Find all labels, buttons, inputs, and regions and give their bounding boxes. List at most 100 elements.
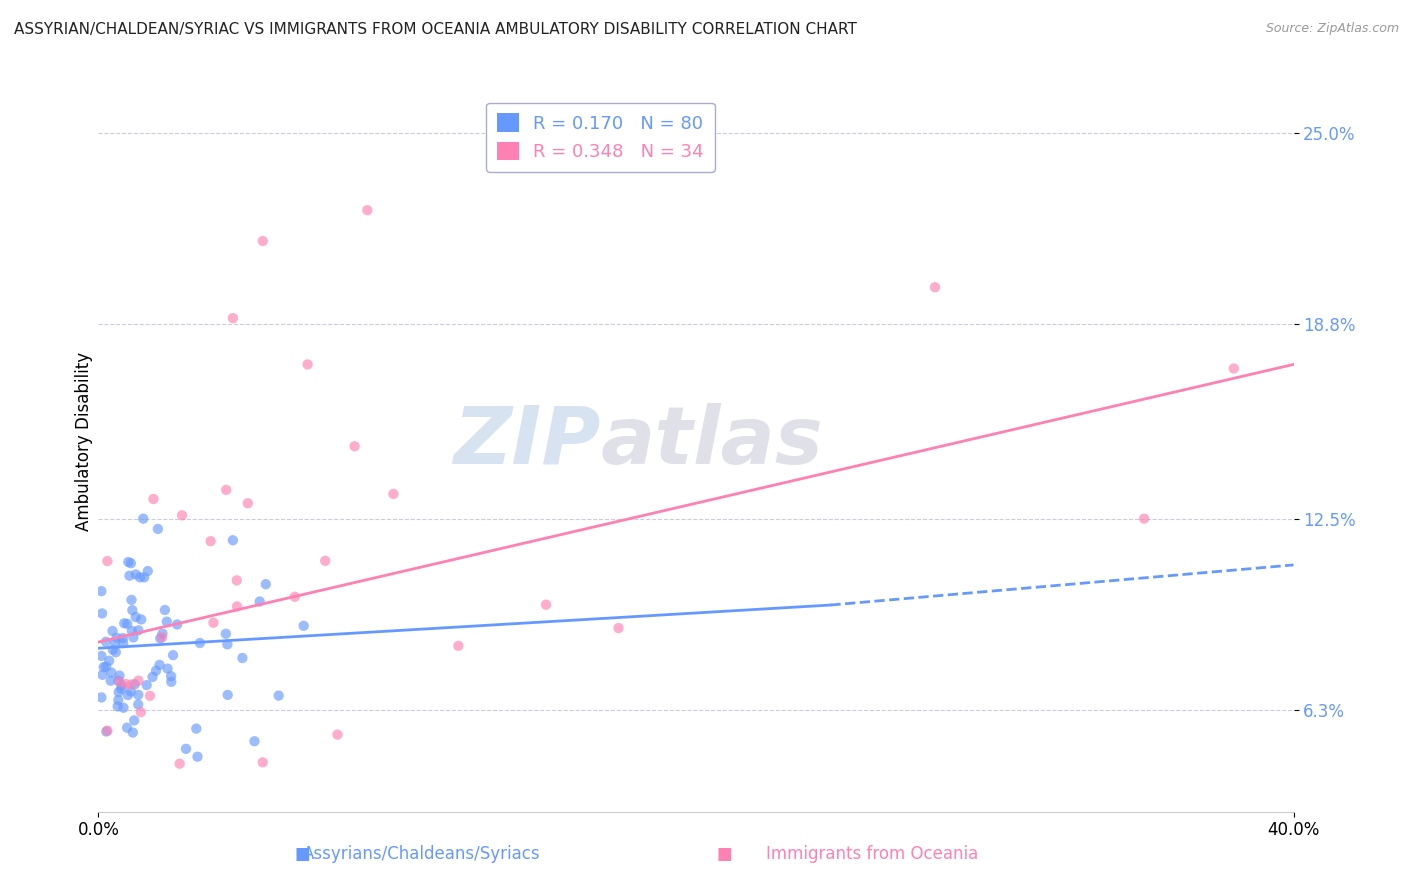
Point	[1133, 511, 1156, 525]
Point	[231, 651, 253, 665]
Point	[142, 491, 165, 506]
Point	[152, 626, 174, 640]
Point	[117, 616, 139, 631]
Point	[90, 690, 112, 705]
Point	[148, 657, 170, 672]
Point	[249, 594, 271, 608]
Point	[122, 631, 145, 645]
Point	[236, 496, 259, 510]
Point	[127, 688, 149, 702]
Point	[96, 723, 118, 738]
Point	[112, 700, 135, 714]
Point	[127, 673, 149, 688]
Legend: R = 0.170   N = 80, R = 0.348   N = 34: R = 0.170 N = 80, R = 0.348 N = 34	[486, 103, 714, 172]
Point	[124, 677, 146, 691]
Point	[104, 635, 127, 649]
Point	[121, 593, 143, 607]
Point	[121, 603, 143, 617]
Text: ■: ■	[294, 846, 311, 863]
Point	[170, 508, 193, 523]
Point	[217, 688, 239, 702]
Point	[254, 577, 277, 591]
Point	[101, 642, 124, 657]
Point	[186, 749, 208, 764]
Point	[120, 677, 142, 691]
Point	[225, 574, 247, 588]
Point	[160, 669, 183, 683]
Point	[120, 556, 142, 570]
Point	[534, 598, 557, 612]
Point	[122, 714, 145, 728]
Point	[94, 659, 117, 673]
Point	[215, 483, 238, 497]
Point	[356, 203, 378, 218]
Point	[127, 624, 149, 638]
Point	[104, 645, 127, 659]
Point	[107, 699, 129, 714]
Point	[100, 673, 122, 688]
Point	[160, 674, 183, 689]
Point	[110, 681, 132, 696]
Point	[292, 619, 315, 633]
Point	[129, 612, 152, 626]
Point	[91, 607, 114, 621]
Text: ■: ■	[716, 846, 733, 863]
Point	[112, 616, 135, 631]
Point	[96, 554, 118, 568]
Point	[94, 634, 117, 648]
Point	[226, 599, 249, 614]
Point	[222, 311, 245, 326]
Point	[382, 487, 405, 501]
Point	[112, 636, 135, 650]
Point	[107, 693, 129, 707]
Point	[117, 688, 139, 702]
Point	[93, 660, 115, 674]
Point	[156, 615, 179, 629]
Point	[243, 734, 266, 748]
Point	[125, 567, 148, 582]
Point	[145, 664, 167, 678]
Point	[139, 689, 162, 703]
Point	[156, 662, 179, 676]
Point	[127, 698, 149, 712]
Point	[121, 725, 143, 739]
Point	[91, 668, 114, 682]
Point	[114, 677, 136, 691]
Point	[120, 684, 142, 698]
Point	[252, 756, 274, 770]
Point	[202, 615, 225, 630]
Point	[90, 584, 112, 599]
Point	[343, 439, 366, 453]
Point	[121, 624, 143, 638]
Text: Source: ZipAtlas.com: Source: ZipAtlas.com	[1265, 22, 1399, 36]
Point	[134, 570, 156, 584]
Point	[314, 554, 336, 568]
Point	[90, 648, 112, 663]
Point	[107, 685, 129, 699]
Point	[115, 721, 138, 735]
Point	[129, 570, 152, 584]
Text: ZIP: ZIP	[453, 402, 600, 481]
Point	[96, 724, 118, 739]
Point	[607, 621, 630, 635]
Point	[326, 728, 349, 742]
Point	[100, 665, 122, 680]
Point	[118, 568, 141, 582]
Point	[98, 654, 121, 668]
Point	[150, 630, 173, 644]
Point	[101, 624, 124, 638]
Text: atlas: atlas	[600, 402, 823, 481]
Point	[162, 648, 184, 663]
Point	[132, 511, 155, 525]
Point	[1223, 361, 1246, 376]
Point	[111, 631, 134, 645]
Point	[267, 689, 290, 703]
Point	[186, 722, 208, 736]
Point	[222, 533, 245, 548]
Point	[153, 603, 176, 617]
Point	[135, 678, 157, 692]
Point	[107, 673, 129, 688]
Point	[169, 756, 191, 771]
Y-axis label: Ambulatory Disability: Ambulatory Disability	[75, 352, 93, 531]
Point	[188, 636, 211, 650]
